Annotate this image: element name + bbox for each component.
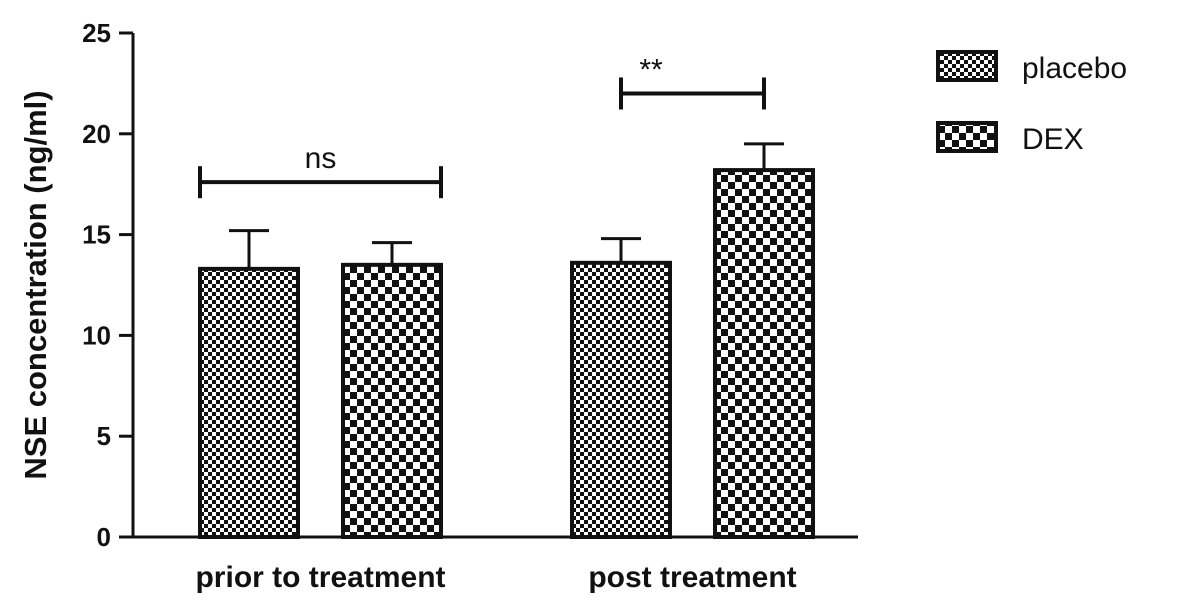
legend-swatch-placebo	[936, 50, 998, 82]
significance-label: ns	[305, 142, 337, 175]
y-tick-label: 10	[82, 320, 111, 350]
y-tick-label: 25	[82, 18, 111, 48]
legend-label-placebo: placebo	[1022, 52, 1127, 85]
bar-placebo	[198, 266, 300, 539]
bar-dex	[341, 262, 443, 539]
y-tick-label: 15	[82, 220, 111, 250]
y-tick-label: 20	[82, 119, 111, 149]
significance-label: **	[639, 53, 663, 86]
x-category-label: prior to treatment	[195, 561, 445, 594]
y-tick-label: 5	[97, 421, 111, 451]
legend-swatch-dex	[936, 121, 998, 153]
bar-dex	[713, 168, 815, 539]
y-tick-label: 0	[97, 522, 111, 552]
x-category-label: post treatment	[588, 561, 796, 594]
legend-label-dex: DEX	[1022, 123, 1084, 156]
legend: placebo DEX	[936, 50, 1127, 156]
bar-placebo	[570, 260, 672, 539]
y-axis-title: NSE concentration (ng/ml)	[18, 90, 53, 479]
plot-area: 0 5 10 15 20 25 NSE concentration (ng/ml) prior…	[18, 18, 858, 594]
